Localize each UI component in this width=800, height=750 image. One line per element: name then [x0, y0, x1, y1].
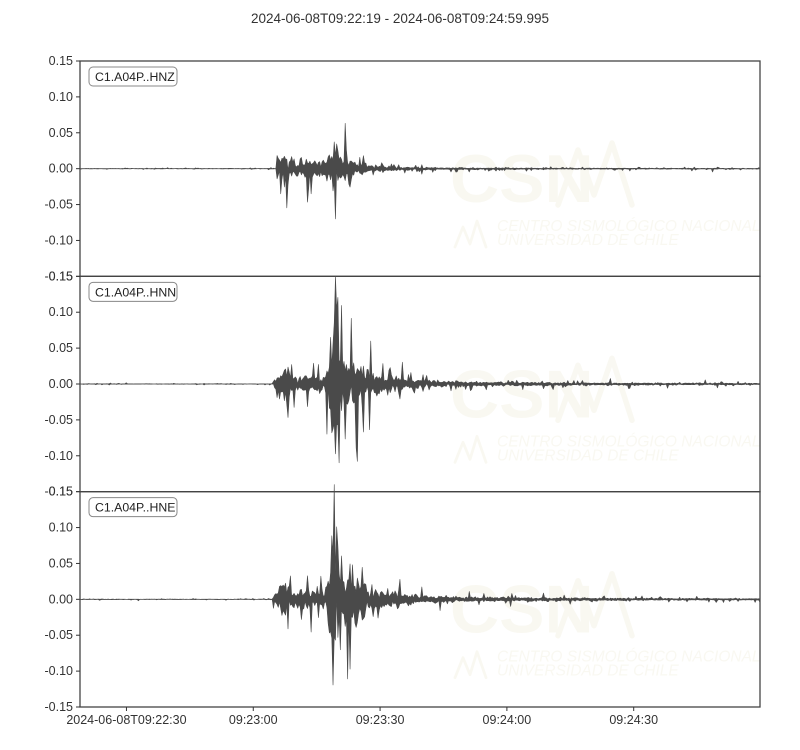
svg-text:-0.05: -0.05	[45, 628, 74, 642]
svg-text:0.05: 0.05	[49, 341, 73, 355]
svg-text:0.10: 0.10	[49, 305, 73, 319]
svg-text:0.05: 0.05	[49, 126, 73, 140]
svg-text:0.00: 0.00	[49, 377, 73, 391]
svg-text:2024-06-08T09:22:30: 2024-06-08T09:22:30	[66, 713, 186, 727]
svg-text:09:24:30: 09:24:30	[609, 713, 658, 727]
svg-text:0.15: 0.15	[49, 269, 73, 283]
svg-text:0.10: 0.10	[49, 90, 73, 104]
svg-text:C1.A04P..HNE: C1.A04P..HNE	[95, 501, 175, 515]
svg-text:-0.05: -0.05	[45, 413, 74, 427]
svg-text:0.00: 0.00	[49, 162, 73, 176]
svg-text:-0.10: -0.10	[45, 449, 74, 463]
svg-text:09:24:00: 09:24:00	[483, 713, 532, 727]
svg-text:CSN: CSN	[450, 356, 594, 432]
svg-text:0.15: 0.15	[49, 485, 73, 499]
svg-text:0.00: 0.00	[49, 592, 73, 606]
svg-text:C1.A04P..HNN: C1.A04P..HNN	[95, 285, 176, 299]
svg-text:09:23:30: 09:23:30	[356, 713, 405, 727]
svg-text:0.05: 0.05	[49, 556, 73, 570]
svg-text:-0.10: -0.10	[45, 233, 74, 247]
svg-text:CSN: CSN	[450, 572, 594, 648]
svg-text:UNIVERSIDAD DE CHILE: UNIVERSIDAD DE CHILE	[497, 232, 679, 249]
svg-text:0.15: 0.15	[49, 54, 73, 68]
svg-text:-0.05: -0.05	[45, 198, 74, 212]
svg-text:-0.10: -0.10	[45, 664, 74, 678]
svg-text:0.10: 0.10	[49, 521, 73, 535]
svg-text:09:23:00: 09:23:00	[229, 713, 278, 727]
svg-text:UNIVERSIDAD DE CHILE: UNIVERSIDAD DE CHILE	[497, 663, 679, 680]
svg-text:UNIVERSIDAD DE CHILE: UNIVERSIDAD DE CHILE	[497, 447, 679, 464]
svg-text:C1.A04P..HNZ: C1.A04P..HNZ	[95, 70, 175, 84]
svg-text:CSN: CSN	[450, 141, 594, 217]
svg-text:-0.15: -0.15	[45, 700, 74, 714]
